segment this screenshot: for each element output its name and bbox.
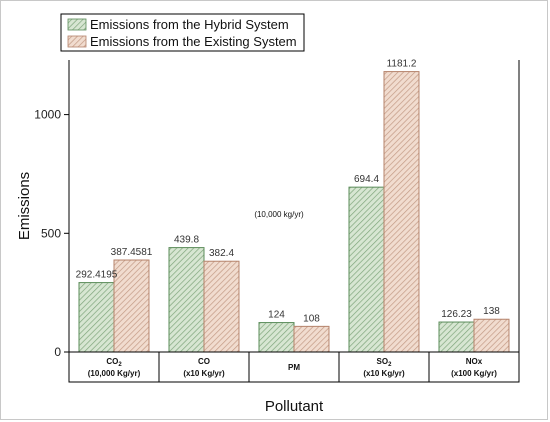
value-label-existing: 1181.2 — [387, 59, 417, 70]
legend-label-hybrid: Emissions from the Hybrid System — [90, 17, 289, 32]
value-label-existing: 108 — [303, 313, 320, 324]
value-labels-group: 292.4195 439.8 124 694.4 126.23 387.4581 382.4… — [76, 59, 501, 325]
y-tick-label: 0 — [54, 345, 61, 359]
unit-annotation: (10,000 kg/yr) — [254, 210, 304, 219]
bar-existing — [383, 71, 420, 353]
value-label-hybrid: 694.4 — [354, 174, 379, 185]
legend: Emissions from the Hybrid System Emissio… — [60, 13, 305, 52]
value-label-existing: 138 — [483, 306, 500, 317]
value-label-hybrid: 292.4195 — [76, 270, 118, 281]
bar-hybrid — [78, 282, 115, 353]
bar-hybrid — [168, 247, 205, 353]
legend-label-existing: Emissions from the Existing System — [90, 34, 297, 49]
category-unit-label: (10,000 Kg/yr) — [88, 369, 141, 378]
category-label: CO2 — [106, 357, 122, 368]
y-tick-label: 1000 — [34, 108, 61, 122]
y-tick-label: 500 — [41, 226, 61, 240]
category-label-table: CO2(10,000 Kg/yr)CO(x10 Kg/yr)PMSO2(x10 … — [68, 351, 520, 383]
bar-existing — [293, 325, 330, 353]
bar-hybrid — [348, 186, 385, 353]
category-unit-label: (x10 Kg/yr) — [363, 369, 405, 378]
legend-box — [60, 13, 305, 52]
legend-swatch-hybrid — [67, 18, 87, 31]
value-label-hybrid: 124 — [268, 310, 285, 321]
y-axis-title: Emissions — [16, 172, 33, 240]
category-label: NOx — [466, 357, 483, 366]
bar-existing — [203, 260, 240, 353]
bar-existing — [473, 318, 510, 353]
value-label-existing: 387.4581 — [111, 247, 153, 258]
category-unit-label: (x100 Kg/yr) — [451, 369, 497, 378]
value-label-existing: 382.4 — [209, 248, 234, 259]
category-unit-label: (x10 Kg/yr) — [183, 369, 225, 378]
value-label-hybrid: 126.23 — [441, 309, 472, 320]
bar-existing — [113, 259, 150, 353]
x-axis-title: Pollutant — [265, 398, 324, 415]
category-label: SO2 — [377, 357, 393, 368]
value-label-hybrid: 439.8 — [174, 235, 199, 246]
bar-hybrid — [438, 321, 475, 353]
legend-swatch-existing — [67, 35, 87, 48]
y-ticks-group: 0 500 1000 — [34, 108, 69, 359]
category-label: PM — [288, 363, 300, 372]
category-label: CO — [198, 357, 210, 366]
bar-hybrid — [258, 322, 295, 353]
category-table-border — [68, 351, 520, 383]
